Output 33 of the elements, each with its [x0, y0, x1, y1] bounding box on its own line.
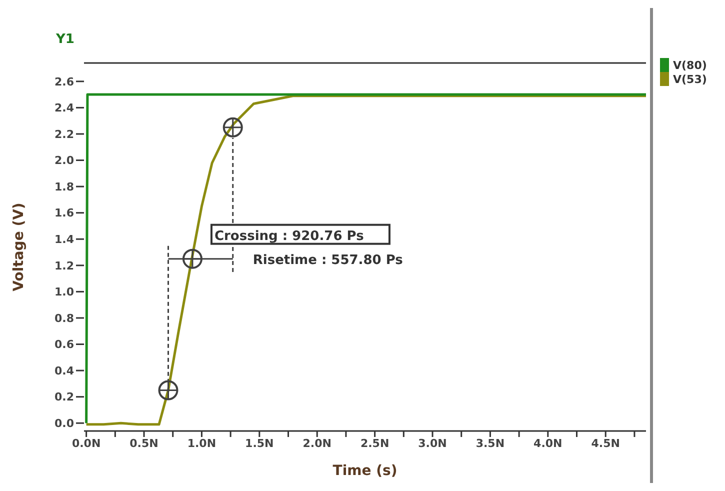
x-tick-label: 3.5N — [476, 436, 505, 450]
y-tick-label: 2.4 — [54, 102, 74, 115]
y-tick-label: 1.6 — [54, 206, 74, 220]
legend-label: V(80) — [673, 58, 707, 72]
y-tick-label: 0.6 — [54, 338, 74, 352]
y-tick-label: 2.0 — [54, 154, 74, 168]
y-tick-label: 1.2 — [54, 259, 74, 272]
annotation: Crossing : 920.76 Ps — [214, 228, 364, 244]
point — [182, 248, 202, 269]
y-tick-label: 0.8 — [54, 312, 74, 325]
y-tick-label: 2.6 — [54, 75, 74, 88]
x-tick-label: 2.0N — [302, 436, 332, 450]
y-tick-label: 0.4 — [54, 364, 74, 378]
text: Y1 — [56, 32, 74, 47]
x-tick-label: 2.5N — [360, 436, 390, 450]
y-tick-label: 0.0 — [54, 417, 74, 430]
x-tick-label: 0.0N — [72, 436, 101, 450]
y-tick-label: 1.8 — [54, 180, 74, 194]
y-tick-label: 0.2 — [54, 390, 74, 404]
y-tick-label: 1.0 — [54, 286, 74, 299]
y-tick-label: 2.2 — [54, 128, 74, 141]
x-tick-label: 1.0N — [187, 436, 216, 450]
point — [222, 117, 243, 138]
x-tick-label: 1.5N — [245, 436, 274, 450]
x-tick-label: 3.0N — [418, 436, 447, 450]
x-axis-title: Time (s) — [332, 463, 398, 479]
x-tick-label: 4.0N — [534, 436, 562, 450]
annotation: Risetime : 557.80 Ps — [252, 252, 404, 268]
y-axis-title: Voltage (V) — [10, 202, 27, 292]
legend-label: V(53) — [673, 72, 707, 86]
x-tick-label: 0.5N — [130, 436, 158, 450]
y-tick-label: 1.4 — [54, 233, 74, 246]
x-tick-label: 4.5N — [591, 436, 620, 450]
